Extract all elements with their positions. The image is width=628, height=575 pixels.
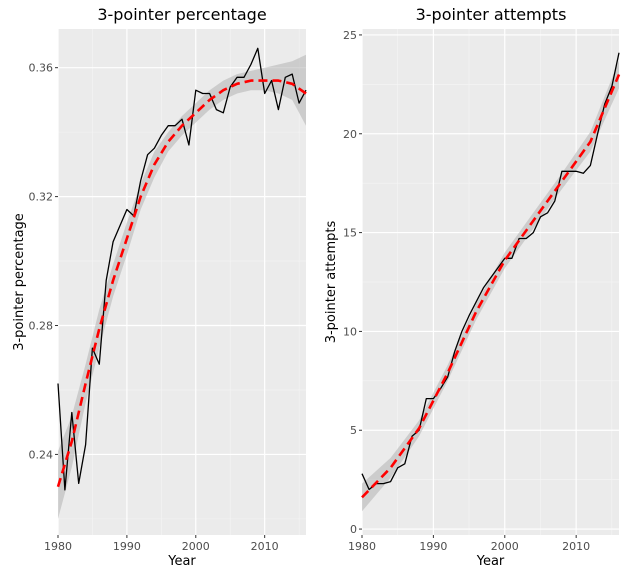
pct-plot-background [58, 29, 306, 535]
pct-trend-line [56, 79, 307, 488]
pct-x-tick-label: 1980 [44, 540, 72, 553]
att-trend-line [361, 73, 621, 499]
pct-y-tick-label: 0.28 [29, 320, 54, 333]
att-x-tick-label: 2010 [562, 540, 590, 553]
att-y-tick-label: 0 [350, 523, 357, 536]
pct-chart-title: 3-pointer percentage [97, 5, 266, 24]
att-y-tick-label: 10 [343, 325, 357, 338]
pct-x-tick-label: 1990 [113, 540, 141, 553]
pct-y-axis-label: 3-pointer percentage [12, 213, 27, 351]
att-observed-line [361, 52, 620, 491]
pct-confidence-band [58, 54, 306, 519]
att-x-tick-label: 1980 [348, 540, 376, 553]
pct-y-tick-label: 0.32 [29, 191, 54, 204]
pct-panel-group: 0.24 0.28 0.32 0.36 1980 1990 2000 2010 3-pointe… [12, 5, 307, 569]
att-x-axis-label: Year [476, 554, 505, 569]
att-y-tick-label: 25 [343, 29, 357, 42]
att-x-tick-label: 2000 [491, 540, 519, 553]
att-y-tick-label: 5 [350, 424, 357, 437]
att-panel-group: 0 5 10 15 20 25 1980 1990 2000 2010 3-pointer atte… [324, 5, 621, 569]
att-y-tick-label: 15 [343, 227, 357, 240]
att-confidence-band [362, 60, 619, 512]
att-x-tick-label: 1990 [419, 540, 447, 553]
att-chart-title: 3-pointer attempts [416, 5, 567, 24]
pct-y-tick-label: 0.36 [29, 62, 54, 75]
pct-x-tick-label: 2010 [251, 540, 279, 553]
pct-y-tick-label: 0.24 [29, 448, 54, 461]
pct-observed-line [57, 47, 307, 491]
att-y-axis-label: 3-pointer attempts [324, 221, 339, 344]
pct-x-tick-label: 2000 [182, 540, 210, 553]
att-y-tick-label: 20 [343, 128, 357, 141]
pct-x-axis-label: Year [167, 554, 196, 569]
